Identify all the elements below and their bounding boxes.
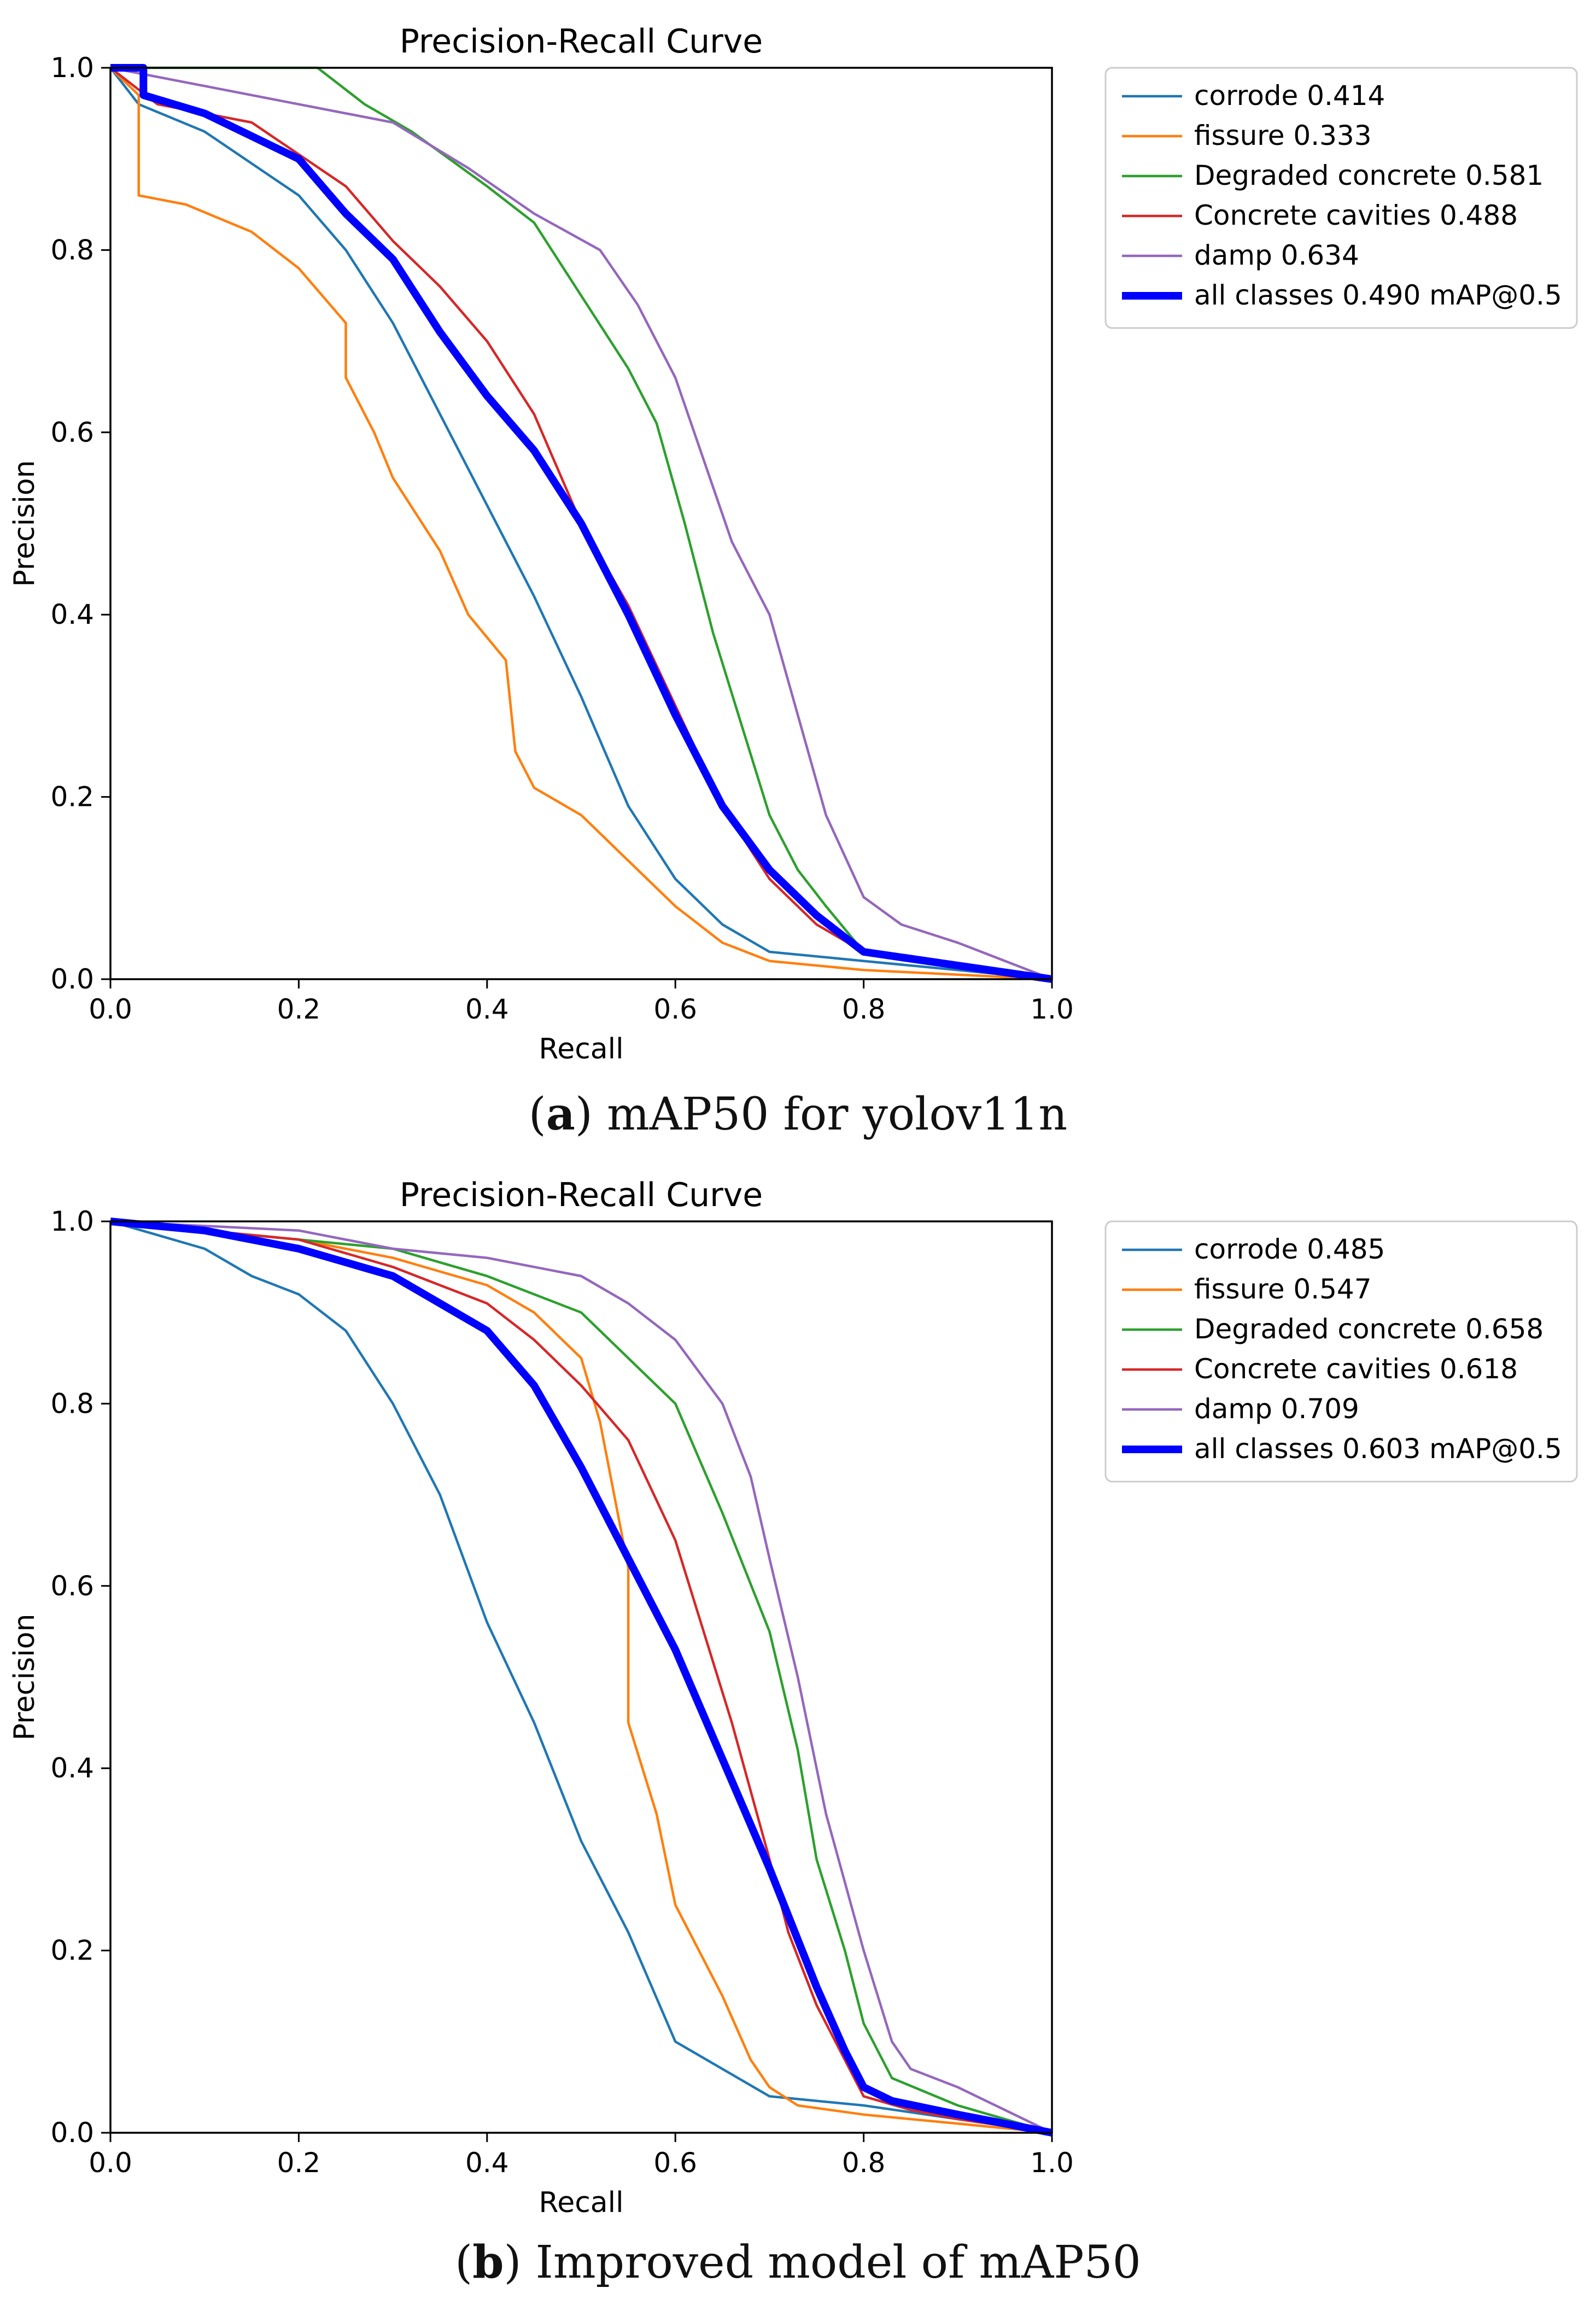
caption-b-text: Improved model of mAP50: [535, 2237, 1141, 2289]
chart-b-series-line-all-classes: [110, 1218, 1053, 2137]
chart-b-legend-label: fissure 0.547: [1194, 1273, 1372, 1305]
chart-a-legend-label: corrode 0.414: [1194, 80, 1385, 112]
chart-a-xtick-label: 0.0: [89, 993, 132, 1025]
chart-b-ylabel: Precision: [8, 1613, 41, 1740]
chart-a-xlabel: Recall: [539, 1033, 623, 1066]
chart-a-xtick-label: 0.4: [465, 993, 509, 1025]
chart-a-legend: corrode 0.414 fissure 0.333 Degraded concr…: [1104, 67, 1578, 329]
chart-a-ytick-label: 0.6: [50, 417, 94, 448]
chart-a-legend-label: Degraded concrete 0.581: [1194, 160, 1544, 191]
caption-a-letter: a: [546, 1088, 575, 1140]
chart-b-series-line-fissure: [110, 1220, 1053, 2134]
chart-b-legend-label: Degraded concrete 0.658: [1194, 1313, 1544, 1345]
chart-a-ytick-label: 0.0: [50, 963, 94, 995]
chart-a-ytick-label: 0.4: [50, 599, 94, 630]
chart-b-ytick-label: 0.6: [50, 1570, 94, 1602]
chart-b-series-line-degraded-concrete: [110, 1220, 1053, 2134]
chart-a: Precision-Recall Curve 0.0 0.2 0.4 0.6 0.8 1.0…: [8, 22, 1578, 1066]
chart-b-xtick-label: 0.0: [89, 2147, 132, 2179]
chart-a-xtick-label: 0.6: [653, 993, 697, 1025]
chart-a-legend-label: damp 0.634: [1194, 239, 1359, 271]
chart-a-legend-label: fissure 0.333: [1194, 120, 1372, 151]
chart-b-ytick-label: 1.0: [50, 1206, 94, 1237]
chart-b-xtick-label: 1.0: [1030, 2147, 1074, 2179]
chart-a-axes-frame: [109, 67, 1053, 980]
chart-b-ytick-label: 0.0: [50, 2117, 94, 2149]
chart-b-legend-box: [1104, 1220, 1578, 1483]
chart-a-legend-box: [1104, 67, 1578, 329]
chart-b: Precision-Recall Curve 0.0 0.2 0.4 0.6 0.8 1.0…: [8, 1176, 1578, 2219]
chart-a-title: Precision-Recall Curve: [400, 22, 763, 61]
chart-a-series-line-fissure: [109, 67, 1053, 981]
chart-b-legend: corrode 0.485 fissure 0.547 Degraded concr…: [1104, 1220, 1578, 1483]
chart-a-ytick-label: 0.2: [50, 781, 94, 813]
chart-a-series-line-all-classes: [110, 64, 1053, 983]
caption-b-letter: b: [472, 2236, 504, 2289]
chart-b-legend-label: Concrete cavities 0.618: [1194, 1353, 1518, 1385]
chart-a-ylabel: Precision: [8, 460, 41, 587]
chart-b-series-line-concrete-cavities: [110, 1220, 1053, 2134]
chart-a-ytick-label: 1.0: [50, 52, 94, 84]
chart-b-series-line-corrode: [110, 1220, 1053, 2134]
chart-b-legend-label: corrode 0.485: [1194, 1233, 1385, 1265]
chart-b-xtick-label: 0.8: [842, 2147, 886, 2179]
chart-b-xtick-label: 0.6: [653, 2147, 697, 2179]
chart-a-xtick-label: 0.8: [842, 993, 886, 1025]
caption-b: (b) Improved model of mAP50: [455, 2236, 1141, 2289]
chart-b-legend-label: damp 0.709: [1194, 1393, 1359, 1425]
chart-a-legend-label: Concrete cavities 0.488: [1194, 200, 1518, 231]
chart-a-legend-label: all classes 0.490 mAP@0.5: [1194, 279, 1562, 311]
chart-b-ytick-label: 0.4: [50, 1752, 94, 1784]
chart-a-ytick-label: 0.8: [50, 234, 94, 266]
chart-a-series-line-corrode: [109, 67, 1053, 981]
chart-a-xtick-label: 0.2: [277, 993, 321, 1025]
chart-b-xlabel: Recall: [539, 2186, 623, 2219]
chart-b-axes-frame: [109, 1220, 1053, 2134]
caption-a-text: mAP50 for yolov11n: [606, 1089, 1068, 1140]
chart-b-legend-label: all classes 0.603 mAP@0.5: [1194, 1433, 1562, 1465]
chart-b-title: Precision-Recall Curve: [400, 1176, 763, 1214]
chart-b-xtick-label: 0.4: [465, 2147, 509, 2179]
chart-b-series-line-damp: [110, 1220, 1053, 2134]
chart-b-ytick-label: 0.2: [50, 1935, 94, 1967]
caption-a: (a) mAP50 for yolov11n: [528, 1088, 1068, 1140]
chart-a-series-line-degraded-concrete: [110, 66, 1053, 981]
chart-b-xtick-label: 0.2: [277, 2147, 321, 2179]
chart-b-ytick-label: 0.8: [50, 1388, 94, 1419]
chart-a-xtick-label: 1.0: [1030, 993, 1074, 1025]
chart-a-series-line-damp: [110, 66, 1053, 981]
